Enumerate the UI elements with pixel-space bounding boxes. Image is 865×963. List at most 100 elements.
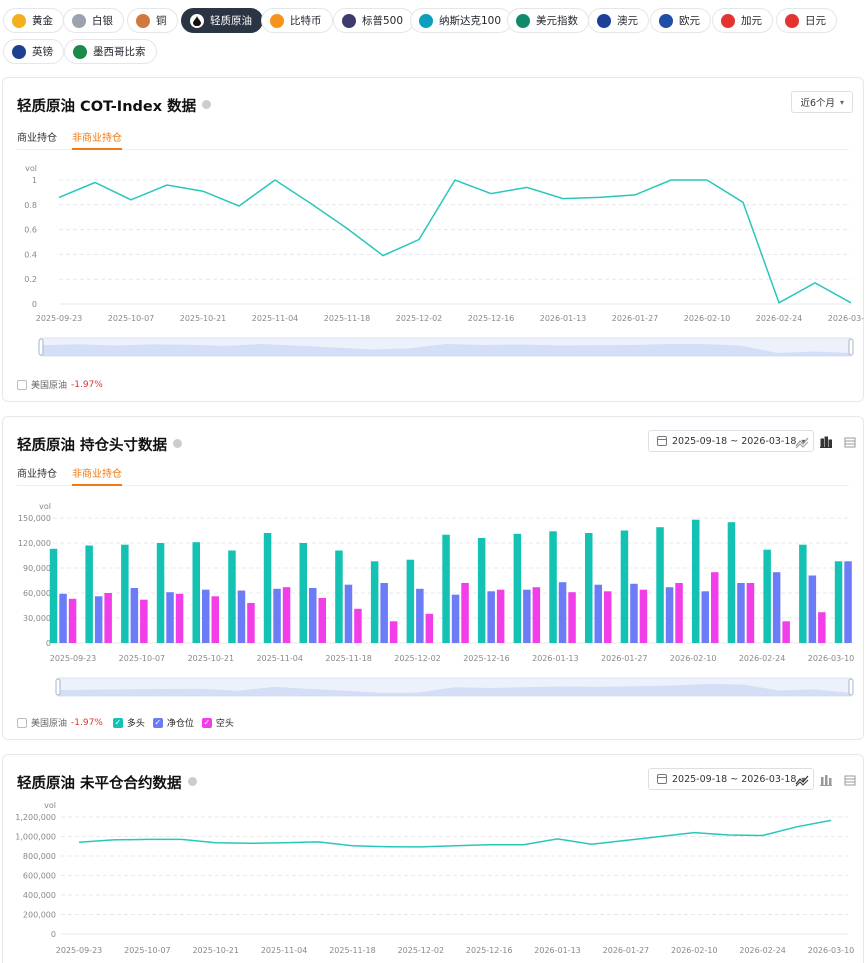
bar-long [263,533,272,643]
asset-chip[interactable]: 英镑 [3,39,64,64]
asset-chip[interactable]: 加元 [712,8,773,33]
table-view-icon[interactable] [843,435,857,449]
y-tick-label: 0 [51,930,56,939]
asset-chip-label: 铜 [156,15,167,27]
asset-chip[interactable]: 日元 [776,8,837,33]
tab-commercial[interactable]: 商业持仓 [17,133,57,144]
bar-net [202,589,210,643]
y-axis-label: vol [44,801,56,810]
bar-net [523,589,531,643]
period-select-value: 近6个月 [800,98,835,109]
bar-short [639,589,648,643]
legend-checkbox[interactable] [17,717,27,728]
legend-item-net[interactable]: ✓ 净仓位 [152,716,194,729]
asset-chip[interactable]: 纳斯达克100 [410,8,513,33]
bar-long [692,519,700,643]
position-panel: 轻质原油 持仓头寸数据 2025-09-18 ~ 2026-03-18 ▾ 商业持… [2,416,864,740]
bar-net [808,575,817,643]
bar-short [104,593,112,643]
mexico-flag-icon [73,44,87,59]
date-range-picker[interactable]: 2025-09-18 ~ 2026-03-18 ▾ [648,768,815,790]
y-tick-label: 200,000 [23,911,56,920]
x-tick-label: 2026-02-24 [739,654,786,663]
legend-item-long[interactable]: ✓ 多头 [112,716,145,729]
nasdaq-icon [419,13,433,28]
info-icon[interactable] [202,100,212,109]
asset-chip[interactable]: 美元指数 [507,8,589,33]
legend-short-label: 空头 [215,719,234,729]
legend-item-short[interactable]: ✓ 空头 [201,716,234,729]
asset-chip[interactable]: 标普500 [333,8,415,33]
bar-short [746,583,755,643]
x-tick-label: 2026-01-13 [540,314,587,323]
x-tick-label: 2026-01-13 [532,654,579,663]
table-view-icon[interactable] [843,773,857,787]
period-select[interactable]: 近6个月 ▾ [791,91,853,113]
bar-short [461,583,469,643]
asset-chip-label: 黄金 [32,15,53,27]
asset-chip[interactable]: 白银 [63,8,124,33]
asset-chip[interactable]: 墨西哥比索 [64,39,157,64]
x-tick-label: 2026-02-24 [739,946,786,955]
asset-chip[interactable]: 轻质原油 [181,8,263,33]
x-tick-label: 2025-11-18 [325,654,372,663]
bar-net [487,591,495,643]
x-tick-label: 2025-10-07 [108,314,155,323]
bar-short [247,603,255,643]
y-tick-label: 60,000 [23,589,51,598]
asset-chip[interactable]: 比特币 [261,8,333,33]
bar-short [354,608,362,643]
bar-long [370,561,379,643]
series-line [78,819,832,848]
asset-chip-label: 英镑 [32,46,53,58]
position-tabs: 商业持仓 非商业持仓 [17,463,849,486]
x-tick-label: 2026-03-10 [808,946,855,955]
date-range-value: 2025-09-18 ~ 2026-03-18 [672,773,797,785]
x-tick-label: 2025-09-23 [56,946,103,955]
bar-chart-toggle-icon[interactable] [819,773,833,787]
asset-chip[interactable]: 澳元 [588,8,649,33]
asset-chip[interactable]: 欧元 [650,8,711,33]
x-tick-label: 2026-02-24 [756,314,803,323]
bar-short [175,593,184,643]
y-tick-label: 30,000 [23,614,51,623]
legend-change: -1.97% [71,379,103,390]
x-tick-label: 2026-02-10 [671,946,718,955]
tab-noncommercial[interactable]: 非商业持仓 [72,129,122,150]
bar-long [799,544,807,643]
x-tick-label: 2025-12-02 [394,654,441,663]
legend-checkbox[interactable] [17,379,27,390]
calendar-icon [657,774,667,784]
oi-title-text: 轻质原油 未平仓合约数据 [17,776,182,792]
tab-noncommercial[interactable]: 非商业持仓 [72,465,122,486]
asset-chip[interactable]: 黄金 [3,8,64,33]
x-tick-label: 2025-12-16 [463,654,510,663]
bar-long [442,534,450,643]
asset-chip-label: 日元 [805,15,826,27]
cot-tabs: 商业持仓 非商业持仓 [17,127,849,150]
x-tick-label: 2025-10-21 [192,946,239,955]
x-tick-label: 2025-12-02 [398,946,445,955]
x-tick-label: 2025-12-16 [466,946,513,955]
line-chart-toggle-icon[interactable] [795,435,809,449]
bar-long [620,530,629,643]
asset-chip-label: 欧元 [679,15,700,27]
bar-short [532,587,541,643]
bar-net [416,588,424,643]
bar-net [844,561,852,643]
date-range-picker[interactable]: 2025-09-18 ~ 2026-03-18 ▾ [648,430,815,452]
line-chart-toggle-icon[interactable] [795,773,809,787]
zoom-handle-right [848,678,854,696]
info-icon[interactable] [173,439,183,448]
zoom-handle-left [38,338,44,356]
asset-chip-label: 白银 [92,15,113,27]
bar-chart-toggle-icon[interactable] [819,435,833,449]
legend-change: -1.97% [71,717,103,728]
info-icon[interactable] [187,777,197,786]
bar-net [166,592,174,643]
asset-chip-label: 墨西哥比索 [93,46,146,58]
tab-commercial[interactable]: 商业持仓 [17,469,57,480]
bar-net [237,590,246,643]
bar-net [309,588,317,643]
asset-chip[interactable]: 铜 [127,8,178,33]
